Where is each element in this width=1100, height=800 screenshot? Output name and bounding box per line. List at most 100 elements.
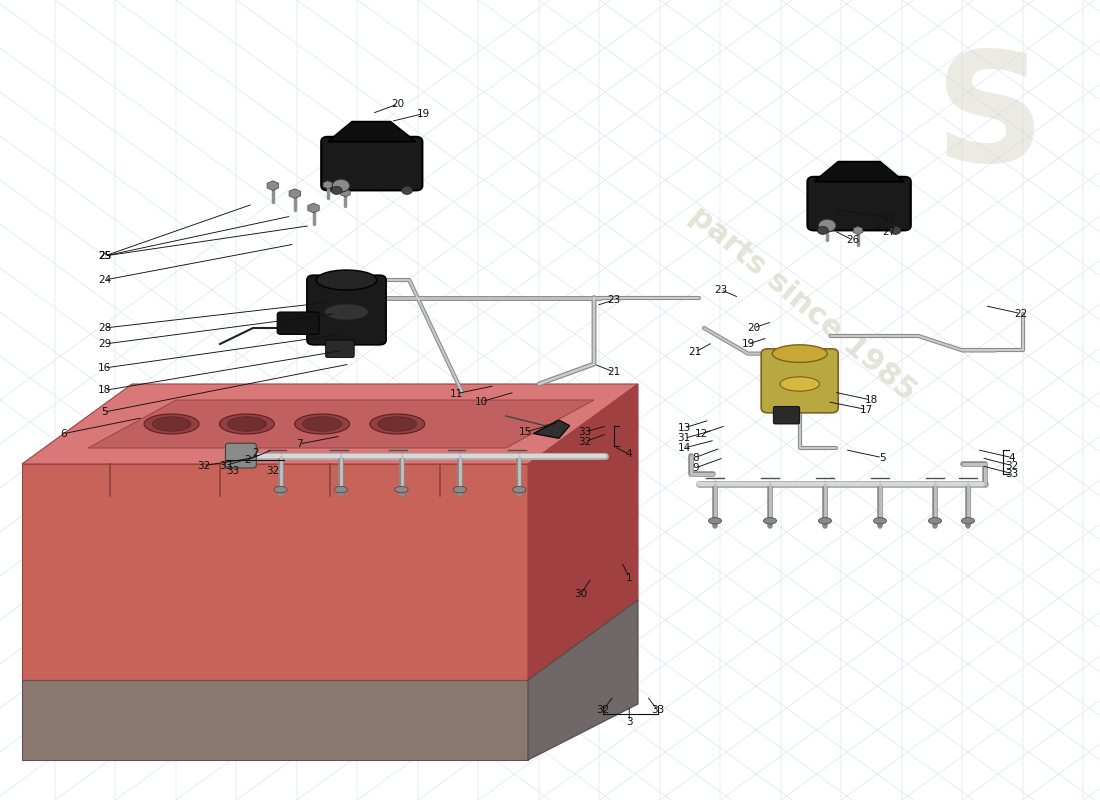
Text: 15: 15 (519, 427, 532, 437)
Text: 19: 19 (741, 339, 755, 349)
FancyBboxPatch shape (761, 349, 838, 413)
Polygon shape (22, 384, 638, 464)
Text: 4: 4 (1009, 453, 1015, 462)
Ellipse shape (317, 270, 376, 290)
Ellipse shape (873, 518, 887, 524)
FancyBboxPatch shape (807, 177, 911, 230)
Ellipse shape (295, 414, 350, 434)
Ellipse shape (513, 486, 526, 493)
Ellipse shape (453, 486, 466, 493)
Ellipse shape (334, 486, 348, 493)
Text: 23: 23 (607, 295, 620, 305)
FancyBboxPatch shape (321, 137, 422, 190)
Ellipse shape (378, 417, 417, 431)
Polygon shape (528, 384, 638, 680)
Text: 25: 25 (98, 251, 111, 261)
Text: 11: 11 (450, 389, 463, 398)
Text: 30: 30 (574, 589, 587, 598)
Text: 19: 19 (417, 109, 430, 118)
Circle shape (331, 186, 342, 194)
Text: 8: 8 (692, 453, 698, 462)
Ellipse shape (763, 518, 777, 524)
Text: 18: 18 (865, 395, 878, 405)
Polygon shape (22, 464, 528, 680)
FancyBboxPatch shape (326, 340, 354, 358)
Text: 16: 16 (98, 363, 111, 373)
Ellipse shape (324, 304, 369, 320)
Ellipse shape (395, 486, 408, 493)
Text: 21: 21 (607, 367, 620, 377)
Text: S: S (935, 46, 1045, 194)
FancyBboxPatch shape (773, 406, 800, 424)
Ellipse shape (302, 417, 341, 431)
Ellipse shape (144, 414, 199, 434)
FancyBboxPatch shape (277, 312, 319, 334)
Ellipse shape (228, 417, 266, 431)
Text: 10: 10 (475, 397, 488, 406)
Text: 21: 21 (689, 347, 702, 357)
Text: 20: 20 (392, 99, 405, 109)
Polygon shape (328, 122, 416, 142)
Ellipse shape (961, 518, 975, 524)
Text: 32: 32 (266, 466, 279, 475)
Text: 29: 29 (98, 339, 111, 349)
Text: 33: 33 (219, 461, 232, 470)
Ellipse shape (818, 518, 832, 524)
Text: 7: 7 (296, 439, 303, 449)
Text: 32: 32 (579, 437, 592, 446)
Text: 33: 33 (579, 427, 592, 437)
Text: 24: 24 (98, 275, 111, 285)
Ellipse shape (370, 414, 425, 434)
FancyBboxPatch shape (226, 443, 256, 468)
Text: 33: 33 (1005, 469, 1019, 478)
Circle shape (817, 226, 828, 234)
Circle shape (890, 226, 901, 234)
Text: 32: 32 (197, 461, 210, 470)
Text: 5: 5 (101, 407, 108, 417)
Text: 27: 27 (882, 213, 895, 222)
Ellipse shape (772, 345, 827, 362)
Text: 2: 2 (252, 448, 258, 458)
Text: 25: 25 (98, 251, 111, 261)
Text: 33: 33 (227, 466, 240, 475)
Text: 26: 26 (846, 235, 859, 245)
Circle shape (332, 179, 350, 192)
Text: parts since 1985: parts since 1985 (684, 201, 922, 407)
Polygon shape (22, 680, 528, 760)
Text: 28: 28 (98, 323, 111, 333)
Text: 32: 32 (1005, 461, 1019, 470)
Ellipse shape (780, 377, 820, 391)
Polygon shape (534, 420, 570, 438)
Text: 20: 20 (747, 323, 760, 333)
Circle shape (402, 186, 412, 194)
Text: 9: 9 (692, 463, 698, 473)
Text: 17: 17 (860, 405, 873, 414)
Text: 13: 13 (678, 423, 691, 433)
Text: 32: 32 (596, 706, 609, 715)
Polygon shape (88, 400, 594, 448)
Text: 33: 33 (651, 706, 664, 715)
Ellipse shape (928, 518, 942, 524)
Text: 4: 4 (626, 450, 632, 459)
Ellipse shape (708, 518, 722, 524)
Text: 6: 6 (60, 429, 67, 438)
Text: 1: 1 (626, 573, 632, 582)
Text: 27: 27 (882, 227, 895, 237)
Text: 23: 23 (714, 285, 727, 294)
Text: 3: 3 (626, 717, 632, 726)
Text: 18: 18 (98, 386, 111, 395)
Text: 12: 12 (695, 429, 708, 438)
Ellipse shape (219, 414, 274, 434)
Polygon shape (528, 600, 638, 760)
Polygon shape (814, 162, 904, 182)
Text: 22: 22 (1014, 309, 1027, 318)
Circle shape (818, 219, 836, 232)
Text: 5: 5 (879, 453, 886, 462)
FancyBboxPatch shape (307, 275, 386, 345)
Text: 14: 14 (678, 443, 691, 453)
Ellipse shape (152, 417, 191, 431)
Text: 2: 2 (244, 455, 251, 465)
Ellipse shape (274, 486, 287, 493)
Text: 31: 31 (678, 434, 691, 443)
Text: 25: 25 (98, 251, 111, 261)
